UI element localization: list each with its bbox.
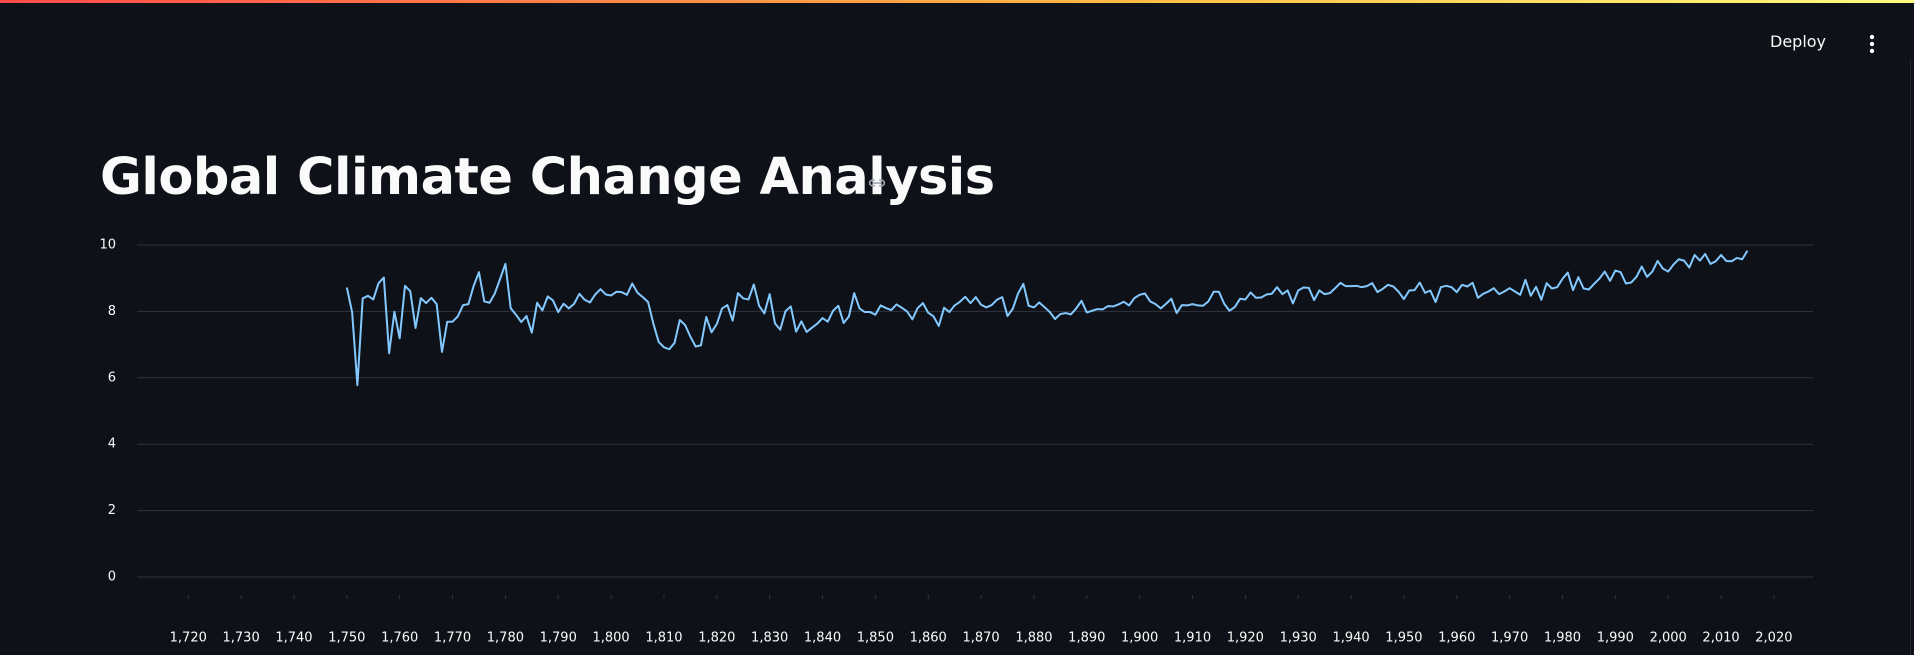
- x-tick-label: 1,820: [698, 631, 735, 646]
- x-tick-label: 1,970: [1491, 631, 1528, 646]
- y-tick-label: 10: [99, 238, 116, 253]
- y-tick-label: 0: [108, 570, 116, 585]
- x-tick-label: 1,800: [592, 631, 629, 646]
- decoration-bar: [0, 0, 1914, 3]
- page-title: Global Climate Change Analysis: [100, 148, 995, 207]
- sidebar-edge: [1910, 60, 1911, 655]
- x-tick-label: 1,950: [1385, 631, 1422, 646]
- x-tick-label: 1,730: [223, 631, 260, 646]
- x-tick-label: 1,750: [328, 631, 365, 646]
- data-line: [345, 250, 1749, 387]
- x-tick-label: 1,780: [487, 631, 524, 646]
- x-tick-label: 1,790: [540, 631, 577, 646]
- y-tick-label: 2: [108, 503, 116, 518]
- x-tick-label: 1,900: [1121, 631, 1158, 646]
- x-tick-label: 1,720: [170, 631, 207, 646]
- x-tick-label: 1,870: [962, 631, 999, 646]
- x-tick-label: 2,020: [1755, 631, 1792, 646]
- y-tick-label: 6: [108, 370, 116, 385]
- x-tick-label: 1,810: [645, 631, 682, 646]
- x-tick-label: 1,740: [275, 631, 312, 646]
- x-tick-label: 1,840: [804, 631, 841, 646]
- x-tick-label: 1,910: [1174, 631, 1211, 646]
- x-tick-label: 1,830: [751, 631, 788, 646]
- y-tick-label: 4: [108, 437, 116, 452]
- x-tick-label: 1,960: [1438, 631, 1475, 646]
- x-tick-label: 2,000: [1650, 631, 1687, 646]
- x-tick-label: 1,850: [857, 631, 894, 646]
- x-tick-label: 1,760: [381, 631, 418, 646]
- deploy-button[interactable]: Deploy: [1770, 32, 1827, 51]
- x-tick-label: 1,940: [1332, 631, 1369, 646]
- x-tick-label: 1,980: [1544, 631, 1581, 646]
- anchor-link[interactable]: [866, 172, 888, 194]
- x-tick-label: 1,930: [1280, 631, 1317, 646]
- x-tick-label: 1,890: [1068, 631, 1105, 646]
- main-menu[interactable]: [1862, 30, 1882, 58]
- x-tick-label: 1,880: [1015, 631, 1052, 646]
- x-tick-label: 1,990: [1597, 631, 1634, 646]
- x-tick-label: 1,860: [910, 631, 947, 646]
- y-tick-label: 8: [108, 304, 116, 319]
- x-tick-label: 1,770: [434, 631, 471, 646]
- x-tick-label: 2,010: [1702, 631, 1739, 646]
- x-tick-label: 1,920: [1227, 631, 1264, 646]
